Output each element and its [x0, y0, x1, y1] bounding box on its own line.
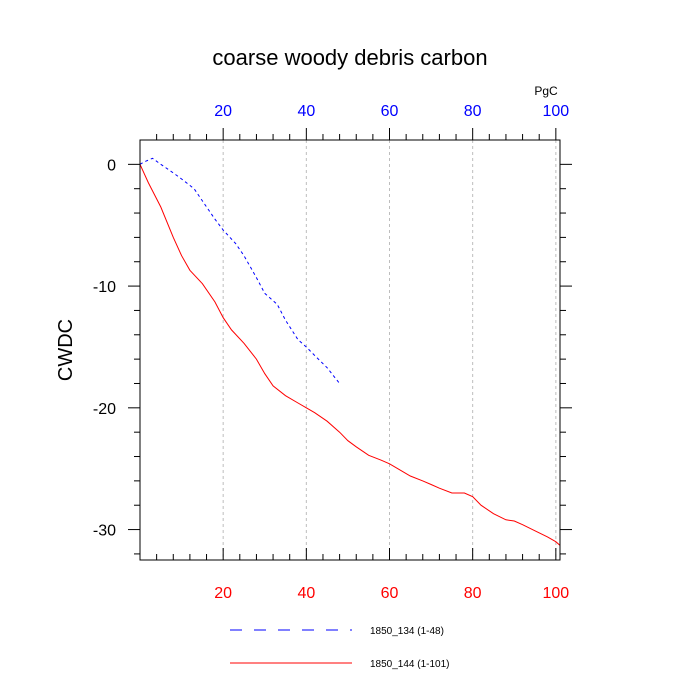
axis-ticks [128, 128, 572, 560]
x-tick-label-top: 100 [542, 103, 569, 120]
x-tick-label-bottom: 100 [542, 585, 569, 602]
y-axis-label: CWDC [55, 319, 77, 381]
legend-label: 1850_134 (1-48) [370, 626, 444, 637]
top-axis-unit-label: PgC [534, 84, 558, 98]
y-tick-label: -10 [93, 279, 116, 296]
legend-label: 1850_144 (1-101) [370, 659, 450, 670]
x-tick-label-bottom: 60 [381, 585, 399, 602]
chart-title: coarse woody debris carbon [212, 45, 487, 70]
y-tick-label: -20 [93, 401, 116, 418]
y-tick-label: 0 [107, 157, 116, 174]
x-tick-label-bottom: 80 [464, 585, 482, 602]
x-tick-label-bottom: 20 [214, 585, 232, 602]
legend: 1850_134 (1-48) 1850_144 (1-101) [230, 626, 450, 670]
x-tick-label-top: 40 [297, 103, 315, 120]
plot-frame [139, 139, 561, 561]
x-tick-label-top: 20 [214, 103, 232, 120]
x-tick-label-bottom: 40 [297, 585, 315, 602]
x-tick-label-top: 60 [381, 103, 399, 120]
tick-labels: 20 20 40 40 60 60 80 80 100 100 0 -10 -20 -30 [93, 103, 569, 602]
x-tick-label-top: 80 [464, 103, 482, 120]
series-line [139, 164, 561, 546]
grid-lines [222, 140, 557, 560]
series-line [139, 157, 340, 384]
data-series [139, 157, 561, 546]
y-tick-label: -30 [93, 523, 116, 540]
